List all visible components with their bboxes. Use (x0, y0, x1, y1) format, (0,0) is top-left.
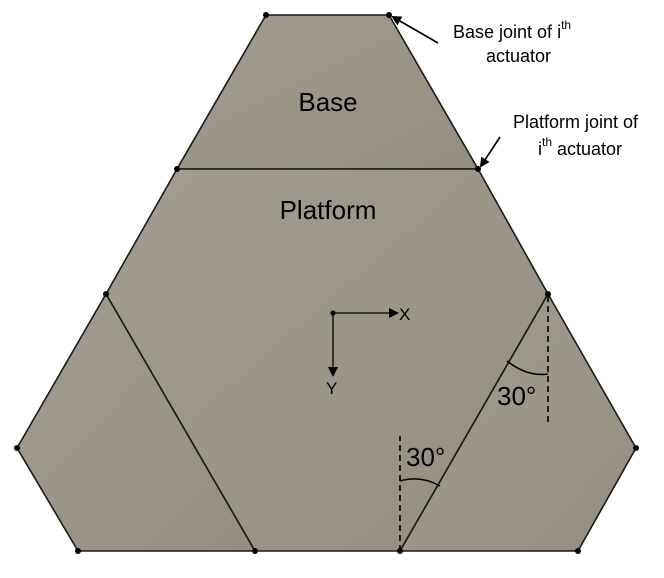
joint-dot (75, 548, 81, 554)
joint-dot (174, 166, 180, 172)
platform-joint-text: Platform joint of (513, 112, 639, 132)
base-joint-text-line2: actuator (486, 46, 551, 66)
joint-dot (252, 548, 258, 554)
joint-dots (14, 12, 639, 554)
bottom-angle-annotation: 30° (399, 436, 445, 551)
platform-joint-superscript: th (542, 135, 552, 149)
bottom-angle-label: 30° (406, 442, 445, 472)
joint-dot (103, 291, 109, 297)
svg-text:Base joint of ith: Base joint of ith (453, 18, 571, 42)
joint-dot (14, 445, 20, 451)
joint-dot (263, 12, 269, 18)
platform-joint-callout-arrow (479, 136, 501, 168)
y-axis-label: Y (326, 379, 337, 398)
bottom-angle-arc (399, 478, 441, 487)
joint-dot (386, 12, 392, 18)
platform-label: Platform (280, 195, 377, 225)
base-joint-callout: Base joint of ith actuator (453, 18, 571, 66)
right-angle-arc (506, 360, 549, 376)
platform-joint-text-line2: actuator (552, 139, 622, 159)
base-joint-callout-arrow (391, 15, 439, 44)
x-axis-label: X (399, 305, 410, 324)
base-label: Base (298, 87, 357, 117)
coordinate-frame: X Y (326, 305, 410, 398)
right-angle-annotation: 30° (497, 296, 549, 424)
base-joint-text: Base joint of i (453, 22, 561, 42)
joint-dot (633, 445, 639, 451)
joint-dot (475, 166, 481, 172)
platform-joint-callout: Platform joint of ith actuator (513, 112, 639, 159)
right-angle-label: 30° (497, 381, 536, 411)
base-joint-superscript: th (561, 18, 571, 32)
joint-dot (545, 291, 551, 297)
platform-joint-i: i (538, 139, 542, 159)
svg-text:ith actuator: ith actuator (538, 135, 622, 159)
joint-dot (575, 548, 581, 554)
